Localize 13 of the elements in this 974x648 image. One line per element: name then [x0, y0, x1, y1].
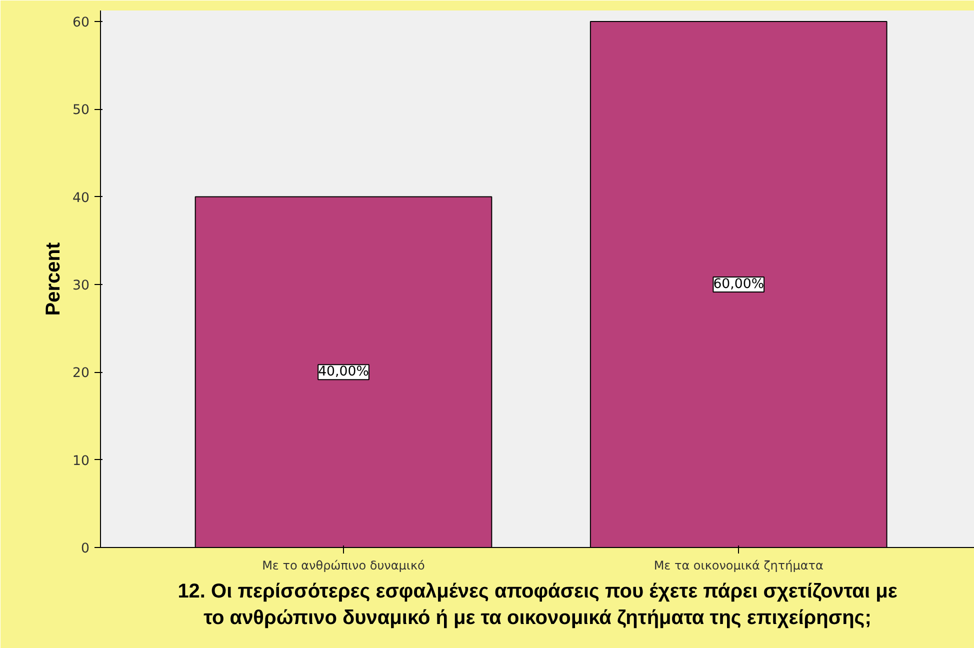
- y-axis-title: Percent: [42, 242, 65, 316]
- y-tick-label: 20: [72, 366, 90, 382]
- y-tick-label: 40: [72, 190, 90, 206]
- data-label: 60,00%: [713, 276, 764, 292]
- y-tick-label: 60: [72, 15, 90, 30]
- x-tick-label: Με το ανθρώπινο δυναμικό: [262, 558, 425, 572]
- data-label: 40,00%: [318, 364, 369, 380]
- y-tick-label: 0: [81, 542, 90, 556]
- x-axis-title: 12. Οι περίσσότερες εσφαλμένες αποφάσεις που έχετε πάρει σχετίζονται με το ανθρώπινο δυναμικό ή με τα οικονομικά ζητήματα της επιχείρησης;: [178, 580, 898, 629]
- x-tick-label: Με τα οικονομικά ζητήματα: [654, 558, 824, 572]
- y-tick-label: 30: [72, 278, 90, 294]
- y-tick-label: 50: [72, 103, 90, 118]
- y-tick-label: 10: [72, 454, 90, 469]
